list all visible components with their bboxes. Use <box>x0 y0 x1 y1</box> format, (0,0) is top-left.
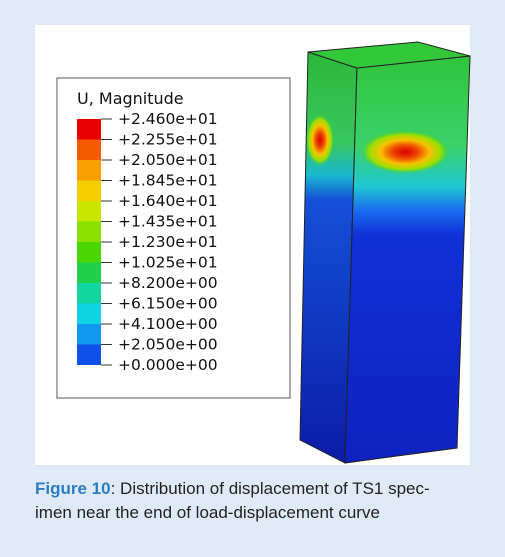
swatch <box>77 160 101 181</box>
swatch <box>77 140 101 161</box>
legend-label: +1.640e+01 <box>118 192 218 210</box>
legend-label: +2.050e+00 <box>118 336 218 354</box>
column-front-face <box>345 56 470 463</box>
hotspot <box>306 114 334 166</box>
swatch <box>77 119 101 140</box>
legend-label: +6.150e+00 <box>118 295 218 313</box>
legend-label: +2.255e+01 <box>118 131 218 149</box>
caption-label: Figure 10 <box>35 479 111 498</box>
swatch <box>77 222 101 243</box>
figure-image: U, Magnitude +2.460e+01 +2.255e+01 +2.050e… <box>0 0 505 470</box>
caption: Figure 10: Distribution of displacement … <box>35 477 475 525</box>
legend-label: +1.025e+01 <box>118 254 218 272</box>
legend-label: +2.050e+01 <box>118 151 218 169</box>
swatch <box>77 263 101 284</box>
swatch <box>77 242 101 263</box>
figure-panel: U, Magnitude +2.460e+01 +2.255e+01 +2.050e… <box>0 0 505 557</box>
legend-label: +1.230e+01 <box>118 233 218 251</box>
legend-label: +0.000e+00 <box>118 356 218 374</box>
caption-line: imen near the end of load-displacement c… <box>35 503 380 522</box>
swatch <box>77 181 101 202</box>
hotspot <box>360 130 450 174</box>
swatch <box>77 324 101 345</box>
legend-title: U, Magnitude <box>77 89 184 108</box>
legend-label: +4.100e+00 <box>118 315 218 333</box>
caption-line: : Distribution of displacement of TS1 sp… <box>111 479 430 498</box>
swatch <box>77 304 101 325</box>
swatch <box>77 345 101 366</box>
legend-label: +2.460e+01 <box>118 110 218 128</box>
legend-label: +1.435e+01 <box>118 213 218 231</box>
swatch <box>77 283 101 304</box>
swatch <box>77 201 101 222</box>
legend-label: +8.200e+00 <box>118 274 218 292</box>
page: U, Magnitude +2.460e+01 +2.255e+01 +2.050e… <box>0 0 505 557</box>
legend-label: +1.845e+01 <box>118 172 218 190</box>
legend-swatches <box>77 119 101 365</box>
